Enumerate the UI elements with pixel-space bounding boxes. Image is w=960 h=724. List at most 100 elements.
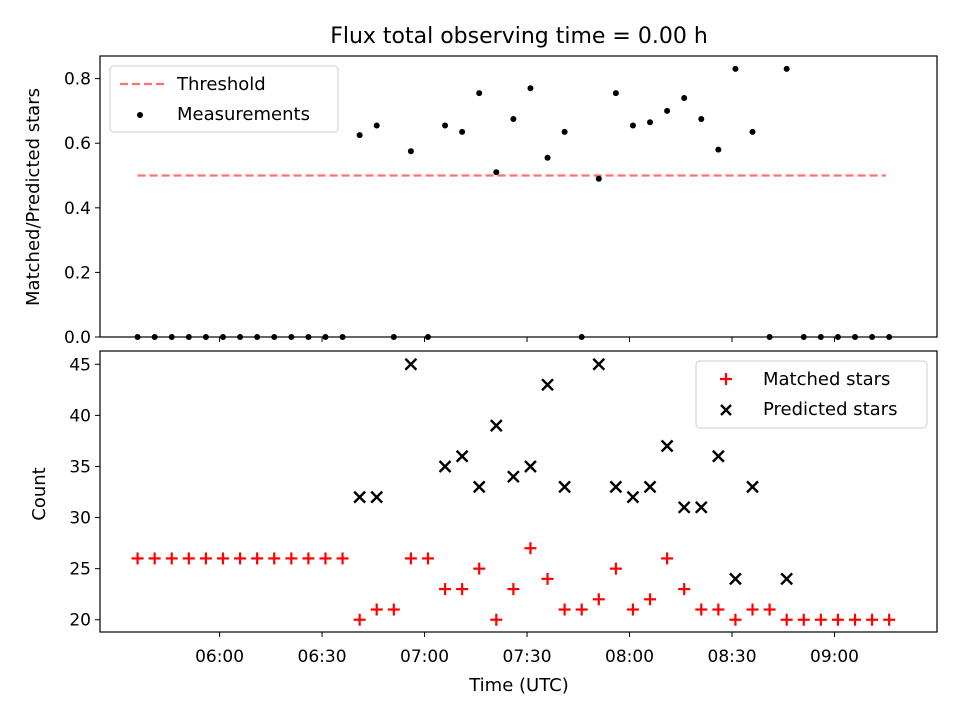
x-tick-label: 06:30 [298,647,347,667]
x-tick-label: 08:30 [708,647,757,667]
matched-stars-point [302,552,315,565]
measurements-point [886,334,893,340]
matched-stars-point [746,603,759,616]
measurements-point [254,334,261,340]
matched-stars-point [729,613,742,626]
matched-stars-point [165,552,178,565]
measurements-point [168,334,175,340]
matched-stars-point [182,552,195,565]
measurements-point [390,334,397,340]
top-y-tick-label: 0.0 [64,328,91,348]
measurements-point [715,146,722,153]
matched-stars-point [404,552,417,565]
matched-stars-point [661,552,674,565]
measurements-point [612,90,619,97]
predicted-stars-point [626,490,640,504]
bottom-y-tick-label: 25 [69,560,91,580]
predicted-stars-point [524,460,537,473]
x-tick-label: 07:30 [503,647,552,667]
matched-stars-point [609,562,622,575]
legend-matched-label: Matched stars [763,369,890,390]
measurements-point [271,334,278,340]
measurements-point [800,334,807,340]
measurements-point [561,128,568,135]
measurements-point [202,334,209,340]
top-y-axis-label: Matched/Predicted stars [23,88,44,306]
measurements-point [322,334,329,340]
legend-threshold-label: Threshold [176,74,266,95]
matched-stars-point [216,552,229,565]
top-y-tick-label: 0.2 [64,263,91,283]
x-tick-label: 07:00 [400,647,449,667]
predicted-stars-point [489,419,503,432]
matched-stars-point [558,603,571,616]
legend-measurements-swatch [137,112,143,118]
matched-stars-point [524,542,537,555]
predicted-stars-point [353,490,366,504]
matched-stars-point [370,603,383,616]
matched-stars-point [439,583,452,596]
measurements-point [544,154,551,161]
matched-stars-point [541,572,554,585]
measurements-point [852,334,859,340]
measurements-point [356,132,363,139]
top-legend: Threshold Measurements [109,65,339,133]
measurements-point [134,334,141,340]
predicted-stars-point [712,449,725,463]
matched-stars-point [644,593,657,606]
measurements-point [595,175,602,182]
measurements-point [493,169,500,176]
predicted-stars-point [660,439,674,453]
matched-stars-point [712,603,725,616]
matched-stars-point [507,583,520,596]
bottom-legend-box [695,360,928,429]
matched-stars-point [592,593,605,606]
bottom-y-tick-label: 40 [69,406,91,426]
matched-stars-point [336,552,349,565]
measurements-point [629,122,636,129]
top-y-tick-label: 0.8 [64,70,91,90]
matched-stars-point [490,613,503,626]
predicted-stars-point [780,572,794,586]
matched-stars-point [148,552,161,565]
matched-stars-point [251,552,264,565]
x-tick-label: 09:00 [810,647,859,667]
measurements-point [869,334,876,340]
measurements-point [732,65,739,72]
matched-stars-point [234,552,247,565]
matched-stars-point [678,583,691,596]
predicted-stars-point [455,449,469,463]
measurements-point [442,122,449,129]
matched-stars-point [797,613,810,626]
predicted-stars-point [472,480,486,494]
matched-stars-point [849,613,862,626]
measurements-point [749,128,756,135]
predicted-stars-point [592,357,606,371]
predicted-stars-point [558,480,571,494]
measurements-point [185,334,192,340]
predicted-stars-point [541,378,554,392]
top-panel: 0.0 0.2 0.4 0.6 0.8 [64,55,938,348]
matched-stars-point [456,583,469,596]
predicted-stars-point [694,500,708,514]
bottom-y-tick-label: 30 [69,509,91,529]
bottom-y-tick-label: 35 [69,457,91,477]
predicted-stars-point [438,460,452,473]
measurements-point [237,334,244,340]
predicted-stars-point [370,490,384,504]
bottom-legend: Matched stars Predicted stars [695,360,928,429]
matched-stars-point [285,552,298,565]
measurements-point [424,334,431,340]
bottom-y-tick-label: 20 [69,611,91,631]
x-tick-label: 08:00 [605,647,654,667]
legend-measurements-label: Measurements [177,104,310,125]
predicted-stars-point [404,357,418,371]
predicted-stars-point [507,470,520,484]
matched-stars-point [131,552,144,565]
measurements-point [407,148,414,155]
matched-stars-point [387,603,400,616]
measurements-point [817,334,824,340]
measurements-point [305,334,312,340]
measurements-point [834,334,841,340]
